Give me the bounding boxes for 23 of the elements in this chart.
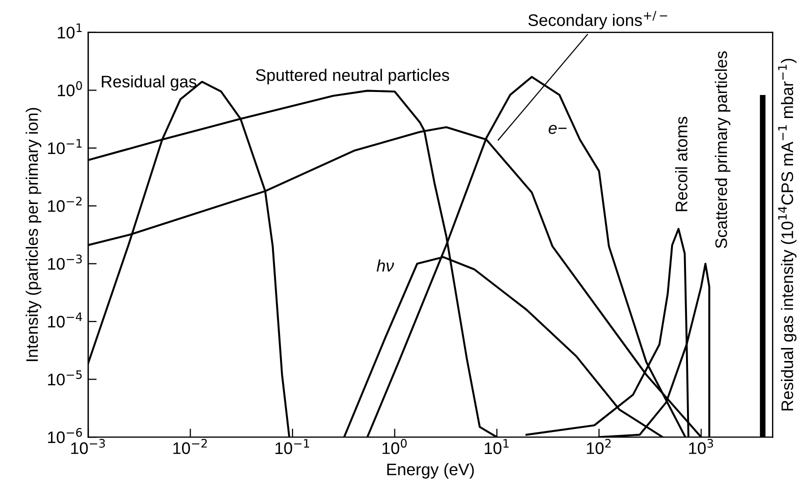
annotation: Recoil atoms [675, 116, 688, 212]
y-tick-label: 10$^{−2}$ [48, 196, 82, 212]
x-tick-label: 10$^{0}$ [382, 438, 407, 454]
y-tick-label: 10$^{−5}$ [48, 370, 82, 386]
y-tick-label: 10$^{0}$ [58, 81, 82, 96]
y2-axis-title: Residual gas intensity (10$^{14}$CPS mA$^{−1}$ mbar$^{−1}$) [778, 58, 796, 410]
y-tick-label: 10$^{−3}$ [48, 254, 82, 270]
annotation: Scattered primary particles [714, 51, 730, 248]
annotation: e− [548, 124, 567, 134]
annotation: Sputtered neutral particles [256, 68, 450, 84]
annotation: hν [376, 259, 394, 272]
x-tick-label: 10$^{2}$ [586, 438, 611, 454]
y-axis-title: Intensity (particles per primary ion) [26, 108, 42, 362]
y-tick-label: 10$^{−4}$ [48, 312, 82, 328]
y-tick-label: 10$^{1}$ [58, 23, 82, 39]
x-tick-label: 10$^{3}$ [689, 438, 714, 454]
x-tick-label: 10$^{−1}$ [276, 439, 310, 454]
x-axis-title: Energy (eV) [387, 463, 474, 479]
y-tick-label: 10$^{−1}$ [48, 139, 82, 154]
annotation: Residual gas [102, 75, 196, 91]
x-tick-label: 10$^{1}$ [484, 439, 509, 454]
text: Secondary ions$^{+/−}$ [528, 11, 668, 30]
x-tick-label: 10$^{−2}$ [173, 438, 207, 454]
